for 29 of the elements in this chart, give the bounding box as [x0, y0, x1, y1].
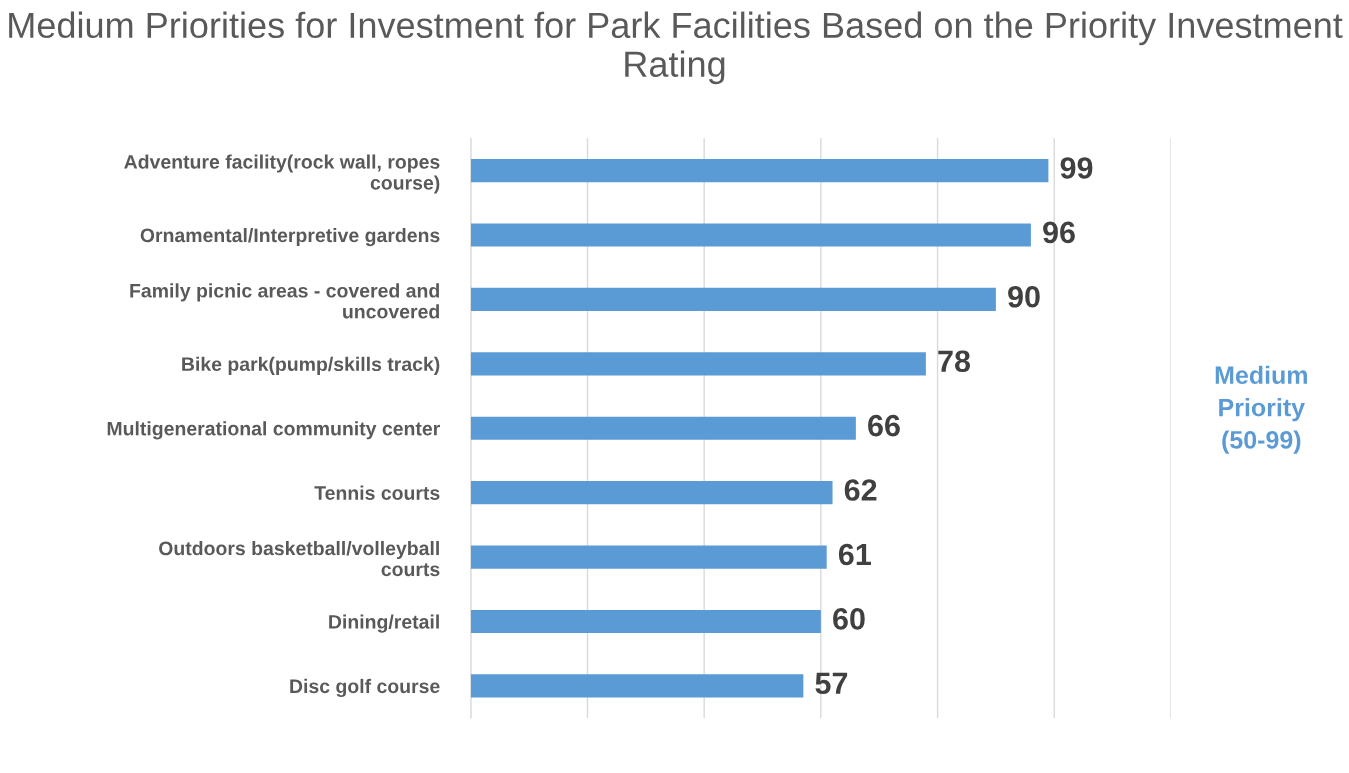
data-label: 78 — [938, 350, 971, 373]
chart-title: Medium Priorities for Investment for Park Facilities Based on the Priority Investment Rating — [9, 11, 1343, 85]
data-label: 99 — [1060, 157, 1093, 179]
bar — [470, 287, 996, 311]
y-tick-label: Outdoors basketball/volleyball courts — [159, 540, 440, 577]
data-label: 90 — [1008, 285, 1040, 308]
bar — [470, 545, 827, 569]
y-tick-label: Adventure facility(rock wall, ropes course) — [124, 154, 440, 194]
bar — [470, 158, 1049, 183]
data-label: 60 — [833, 608, 865, 630]
data-label: 57 — [815, 672, 848, 695]
data-label: 61 — [838, 543, 871, 566]
data-label: 62 — [844, 479, 877, 501]
bar — [470, 352, 926, 376]
bar — [470, 609, 821, 634]
y-tick-label: Dining/retail — [329, 614, 439, 633]
text: Medium Priority (50-99) — [1215, 365, 1307, 454]
y-tick-label: Family picnic areas - covered and uncovered — [130, 283, 439, 319]
y-tick-label: Multigenerational community center — [107, 421, 440, 440]
y-tick-label: Bike park(pump/skills track) — [182, 356, 440, 375]
bar — [470, 481, 833, 505]
y-tick-label: Ornamental/Interpretive gardens — [140, 227, 440, 247]
data-label: 66 — [868, 414, 900, 437]
y-tick-label: Disc golf course — [290, 678, 440, 698]
y-tick-label: Tennis courts — [314, 485, 440, 500]
bar — [470, 223, 1031, 247]
data-label: 96 — [1043, 221, 1075, 244]
bar — [470, 416, 856, 440]
bar — [470, 674, 804, 698]
